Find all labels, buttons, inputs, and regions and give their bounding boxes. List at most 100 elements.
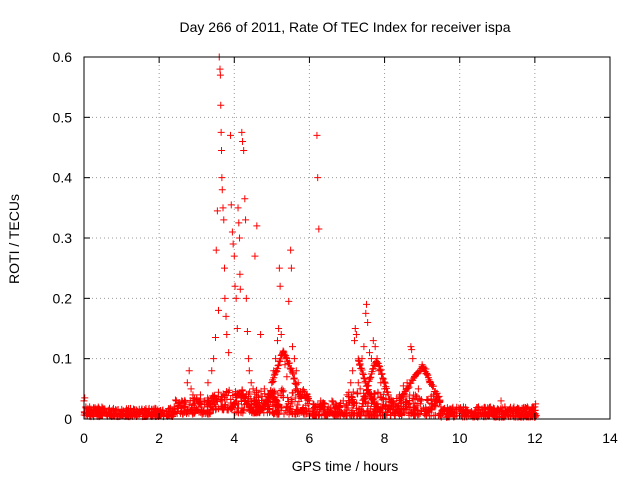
x-tick-label: 10 <box>452 430 468 446</box>
data-point <box>415 395 423 403</box>
data-point <box>366 411 374 419</box>
data-point <box>89 410 97 418</box>
data-point <box>297 394 305 402</box>
data-point <box>229 240 237 248</box>
data-point <box>357 364 365 372</box>
data-point <box>233 404 241 412</box>
axis-ticks <box>83 56 611 420</box>
data-point <box>258 404 266 412</box>
data-point <box>121 410 129 418</box>
data-point <box>190 404 198 412</box>
data-point <box>512 409 520 417</box>
data-point <box>228 228 236 236</box>
data-point <box>523 403 531 411</box>
data-point <box>357 412 365 420</box>
data-point <box>289 369 297 377</box>
data-point <box>133 406 141 414</box>
y-tick-label: 0.2 <box>53 290 73 306</box>
data-point <box>240 147 248 155</box>
data-point <box>354 390 362 398</box>
data-point <box>282 406 290 414</box>
data-point <box>416 400 424 408</box>
data-point <box>363 408 371 416</box>
data-point <box>129 409 137 417</box>
data-point <box>363 300 371 308</box>
data-point <box>293 401 301 409</box>
data-point <box>171 396 179 404</box>
data-point <box>370 409 378 417</box>
data-point <box>86 403 94 411</box>
data-point <box>408 346 416 354</box>
data-point <box>369 396 377 404</box>
data-point <box>275 401 283 409</box>
data-point <box>332 400 340 408</box>
data-point <box>178 397 186 405</box>
data-point <box>242 396 250 404</box>
data-point <box>497 397 505 405</box>
data-point <box>272 396 280 404</box>
chart-title: Day 266 of 2011, Rate Of TEC Index for r… <box>180 19 511 35</box>
data-point <box>245 367 253 375</box>
y-tick-label: 0.1 <box>53 351 73 367</box>
data-point <box>218 174 226 182</box>
data-point <box>210 398 218 406</box>
data-point <box>328 397 336 405</box>
data-point <box>174 400 182 408</box>
data-point <box>97 408 105 416</box>
data-point <box>392 400 400 408</box>
data-point <box>239 137 247 145</box>
data-point <box>232 294 240 302</box>
data-point <box>292 367 300 375</box>
data-point <box>441 406 449 414</box>
data-point <box>437 403 445 411</box>
data-point <box>302 394 310 402</box>
data-point <box>344 404 352 412</box>
data-point <box>285 405 293 413</box>
data-point <box>490 404 498 412</box>
data-point <box>282 402 290 410</box>
data-point <box>329 409 337 417</box>
y-tick-label: 0.4 <box>53 170 73 186</box>
data-point <box>330 412 338 420</box>
data-point <box>362 379 370 387</box>
data-point <box>196 400 204 408</box>
data-point <box>460 409 468 417</box>
data-point <box>272 355 280 363</box>
data-point <box>377 370 385 378</box>
data-point <box>387 401 395 409</box>
data-point <box>221 264 229 272</box>
data-point <box>322 409 330 417</box>
data-point <box>230 400 238 408</box>
data-point <box>504 410 512 418</box>
data-point <box>294 379 302 387</box>
data-point <box>420 364 428 372</box>
data-point <box>475 403 482 411</box>
data-point <box>151 408 159 416</box>
x-axis-label: GPS time / hours <box>292 458 399 474</box>
data-point <box>403 379 411 387</box>
data-point <box>294 387 302 395</box>
data-point <box>400 409 408 417</box>
data-point <box>125 408 133 416</box>
data-point <box>405 383 413 391</box>
data-point <box>444 408 452 416</box>
data-point <box>443 411 451 419</box>
data-point <box>279 387 287 395</box>
data-point <box>212 405 220 413</box>
data-point <box>395 407 403 415</box>
data-point <box>429 403 437 411</box>
data-point <box>268 409 276 417</box>
data-point <box>346 411 354 419</box>
data-point <box>249 385 257 393</box>
data-point <box>531 403 539 411</box>
data-point <box>396 391 404 399</box>
data-point <box>166 404 174 412</box>
data-point <box>354 379 362 387</box>
data-point <box>253 402 261 410</box>
data-point <box>290 374 298 382</box>
data-point <box>459 403 467 411</box>
data-point <box>501 403 509 411</box>
data-point <box>236 270 244 278</box>
data-point <box>210 355 218 363</box>
data-point <box>273 397 281 405</box>
